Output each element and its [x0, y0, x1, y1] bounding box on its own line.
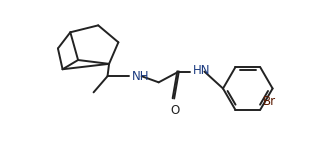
Text: HN: HN	[193, 64, 210, 77]
Text: O: O	[170, 104, 180, 117]
Text: NH: NH	[131, 70, 149, 83]
Text: Br: Br	[263, 95, 276, 108]
